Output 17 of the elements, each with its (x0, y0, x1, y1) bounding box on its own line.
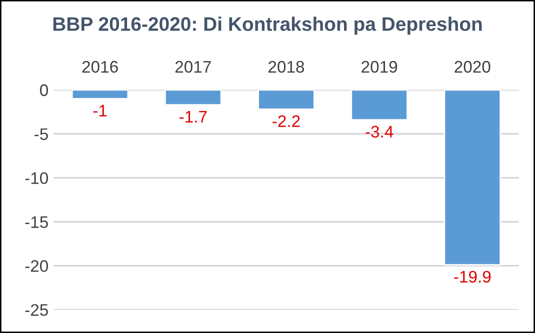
y-tick-label: -10 (25, 172, 48, 184)
y-tick-label: -5 (34, 128, 48, 140)
data-label: -3.4 (366, 126, 394, 138)
data-label: -1 (93, 104, 107, 116)
chart-title: BBP 2016-2020: Di Kontrakshon pa Depreshon (53, 16, 482, 35)
x-tick-label: 2016 (82, 60, 118, 73)
x-tick-label: 2019 (362, 60, 398, 73)
y-tick-label: -25 (25, 304, 48, 316)
x-tick-label: 2020 (454, 60, 490, 73)
y-tick-label: -20 (25, 260, 48, 272)
data-label: -19.9 (454, 270, 491, 283)
y-tick-label: -15 (25, 216, 48, 228)
data-label: -1.7 (180, 111, 207, 122)
data-label: -2.2 (272, 115, 300, 127)
y-tick-label: 0 (40, 84, 48, 96)
x-tick-label: 2017 (175, 60, 211, 73)
x-tick-label: 2018 (268, 60, 304, 73)
